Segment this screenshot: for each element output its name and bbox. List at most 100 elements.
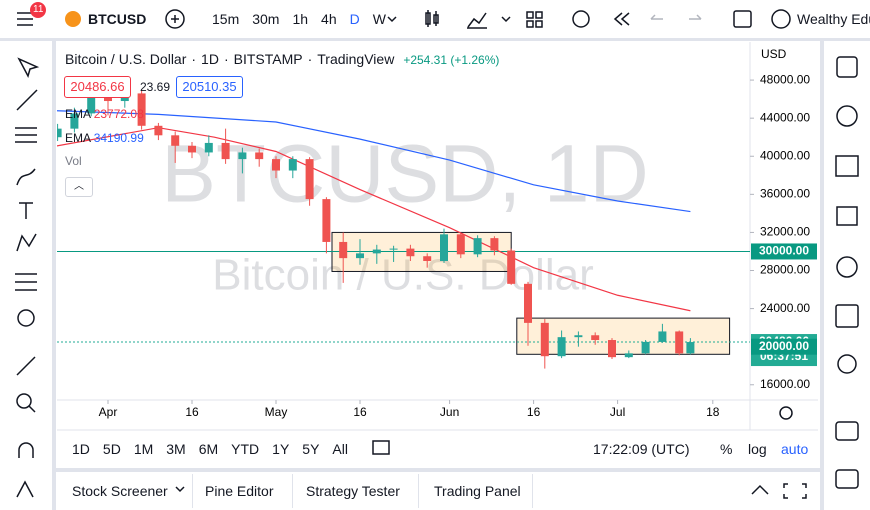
symbol[interactable]: BTCUSD [88, 11, 147, 27]
account[interactable]: Wealthy Edu [797, 11, 870, 27]
source: TradingView [317, 51, 395, 67]
settings[interactable] [779, 406, 793, 420]
ask[interactable]: 20510.35 [176, 76, 243, 98]
candle-body [490, 238, 499, 251]
redo[interactable] [689, 14, 702, 20]
price-label [751, 338, 817, 355]
interval[interactable]: 15m [212, 11, 240, 27]
candle-body [641, 341, 650, 354]
tab[interactable]: Stock Screener [72, 483, 168, 499]
alert-icon[interactable] [572, 10, 590, 28]
x-tick-label: 16 [185, 405, 199, 419]
range[interactable]: 3M [166, 441, 186, 457]
range[interactable]: 5Y [302, 441, 320, 457]
coin-icon [65, 11, 81, 27]
candle-body [608, 340, 616, 358]
range[interactable]: 1Y [272, 441, 290, 457]
legend-title: Bitcoin / U.S. Dollar · 1D · BITSTAMP · Tradin… [65, 51, 500, 67]
menu-icon[interactable] [17, 12, 33, 26]
volume-legend: Vol [65, 154, 82, 168]
chart-panel [56, 41, 820, 468]
interval-chevron[interactable] [387, 16, 397, 23]
drawing-tools[interactable] [15, 57, 40, 498]
indicator-value: 34190.99 [93, 131, 144, 145]
fullscreen-icon[interactable] [733, 10, 752, 28]
collapse-panel[interactable] [751, 484, 769, 495]
candle-body [423, 256, 432, 261]
x-tick-label: May [265, 405, 288, 419]
change: +254.31 (+1.26%) [403, 53, 500, 67]
candle-body [305, 159, 314, 200]
bid[interactable]: 20486.66 [64, 76, 131, 98]
range-buttons: 1D 5D 1M 3M 6M YTD 1Y 5Y All [72, 441, 348, 457]
collapse-legend[interactable]: ︿ [65, 177, 93, 197]
badge [30, 2, 46, 18]
tab[interactable]: Strategy Tester [306, 483, 400, 499]
divider [292, 474, 293, 508]
interval[interactable]: 1h [292, 11, 309, 27]
range[interactable]: YTD [231, 441, 260, 457]
plus [171, 15, 179, 23]
undo[interactable] [650, 14, 663, 20]
auto-scale[interactable]: auto [781, 441, 809, 457]
y-tick-label: 36000.00 [760, 187, 810, 201]
ema-line [57, 110, 691, 213]
candle-body [624, 353, 633, 358]
indicator-label: EMA [65, 131, 91, 145]
y-tick-label: 40000.00 [760, 148, 810, 162]
y-tick-label: 24000.00 [760, 301, 810, 315]
tab-chevron[interactable] [175, 486, 185, 493]
candle-body [255, 152, 264, 160]
add-symbol[interactable] [165, 9, 185, 29]
right-tools[interactable] [835, 56, 859, 489]
candle-body [356, 253, 364, 259]
currency[interactable]: USD [761, 47, 787, 61]
range[interactable]: All [332, 441, 348, 457]
candle-body [57, 128, 62, 138]
legend-interval: 1D [201, 51, 219, 67]
range[interactable]: 1M [133, 441, 154, 457]
candle-body [557, 337, 566, 357]
percent-scale[interactable]: % [720, 441, 733, 457]
interval[interactable]: D [349, 11, 360, 27]
tab[interactable]: Pine Editor [205, 483, 274, 499]
indicators-icon[interactable] [467, 12, 487, 29]
candles-icon[interactable] [425, 10, 439, 27]
interval[interactable]: 4h [321, 11, 337, 27]
maximize-panel[interactable] [783, 483, 807, 499]
indicator-legend: EMA 34190.99 [65, 131, 144, 145]
candle-body [171, 135, 180, 146]
x-tick-label: Jun [440, 405, 459, 419]
candle-body [591, 335, 600, 341]
y-tick-label: 44000.00 [760, 110, 810, 124]
candle-body [574, 335, 583, 338]
range[interactable]: 5D [102, 441, 121, 457]
indicator-label: EMA [65, 107, 91, 121]
interval[interactable]: W [372, 11, 386, 27]
date-range-icon[interactable] [372, 440, 390, 455]
candle-body [675, 331, 684, 354]
left-toolbar [0, 41, 52, 510]
layouts-icon[interactable] [526, 11, 543, 28]
indicators-chevron[interactable] [501, 16, 511, 23]
range[interactable]: 1D [72, 441, 90, 457]
plot-area [57, 79, 750, 369]
y-tick-label: 32000.00 [760, 225, 810, 239]
candle-body [524, 283, 532, 323]
divider [192, 474, 193, 508]
candle-body [70, 113, 79, 129]
x-tick-label: 16 [527, 405, 541, 419]
candle-body [339, 241, 348, 259]
interval[interactable]: 30m [252, 11, 280, 27]
cloud-icon[interactable] [771, 9, 791, 29]
candle-body [154, 125, 163, 136]
log-scale[interactable]: log [748, 441, 767, 457]
instrument-name: Bitcoin / U.S. Dollar [65, 51, 187, 67]
candle-body [221, 142, 230, 160]
candle-body [238, 152, 247, 160]
tab[interactable]: Trading Panel [434, 483, 521, 499]
replay-icon[interactable] [613, 12, 630, 26]
range[interactable]: 6M [198, 441, 219, 457]
